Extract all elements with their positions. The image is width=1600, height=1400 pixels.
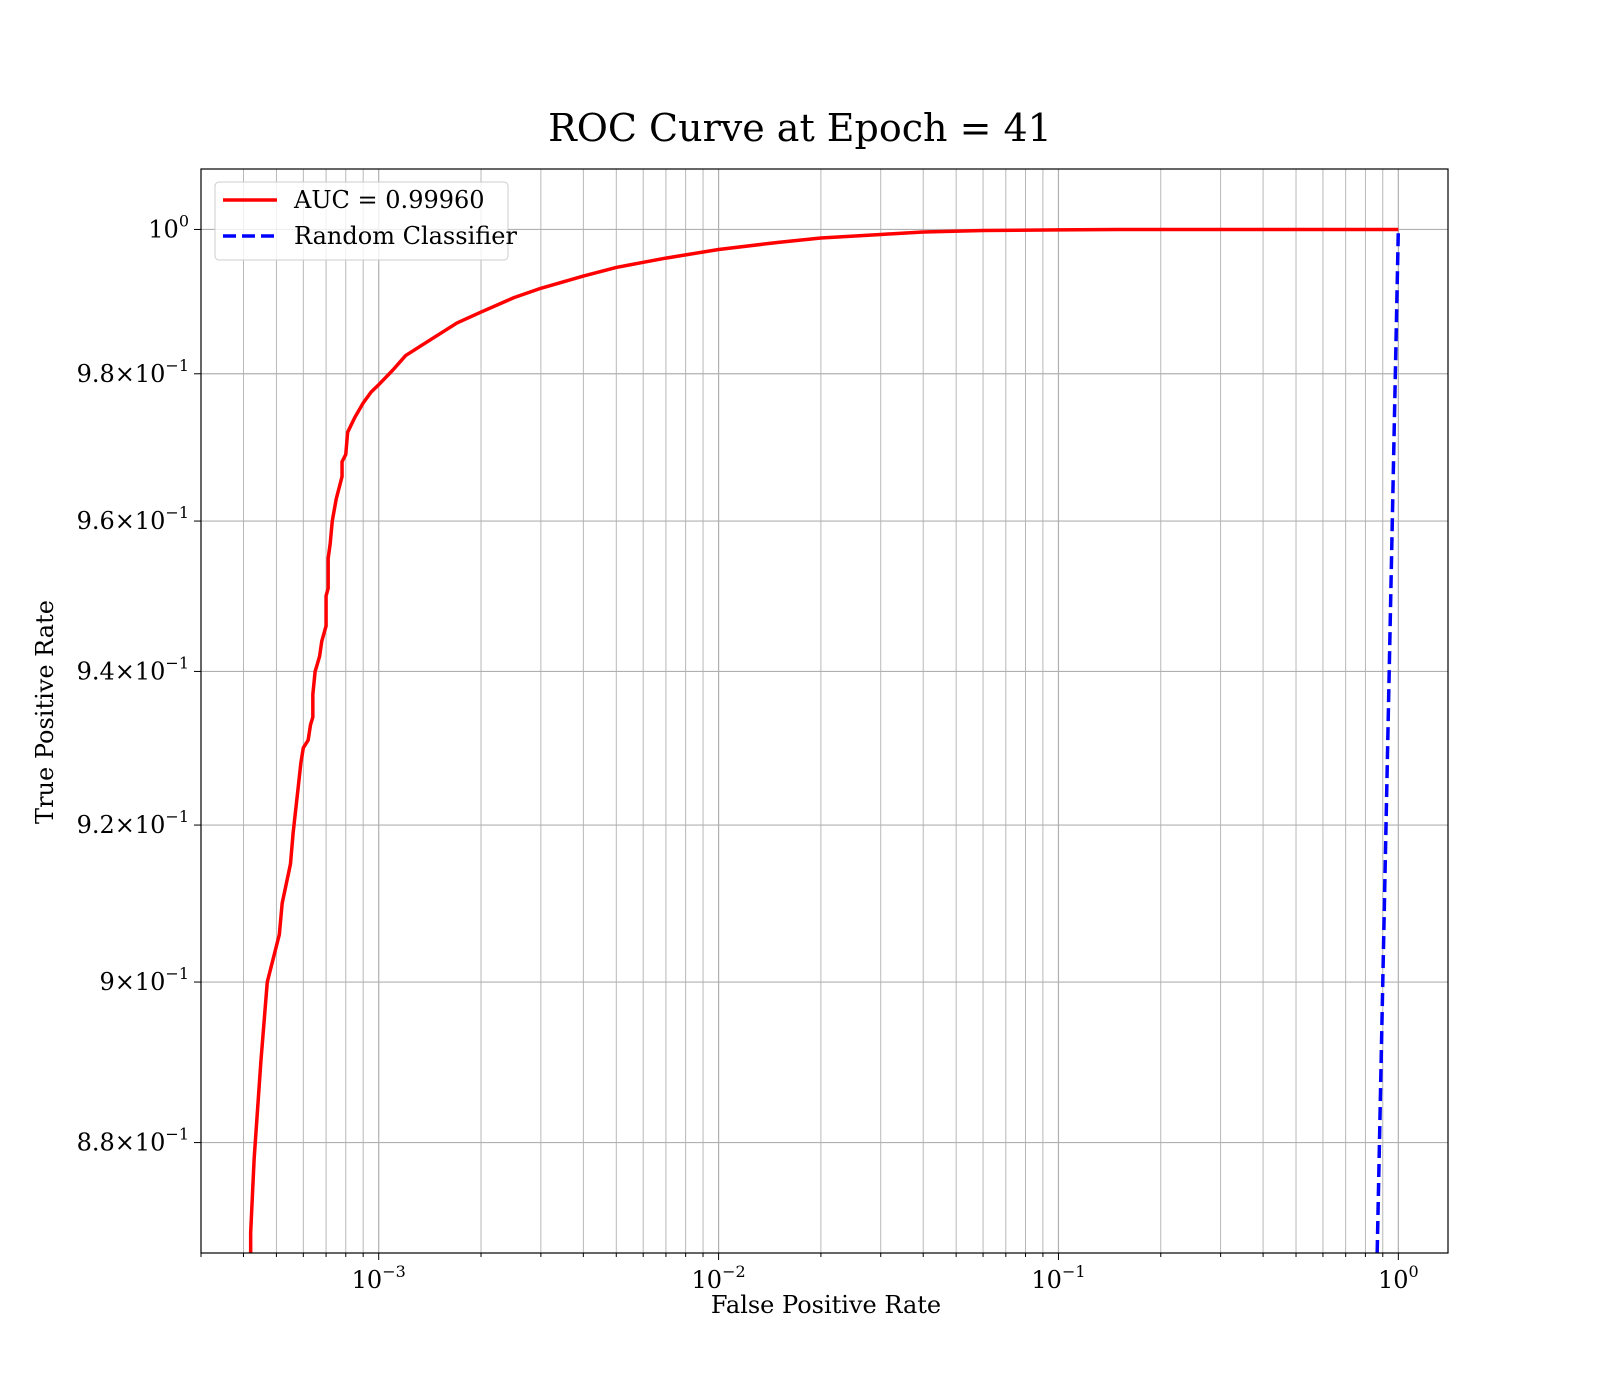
axis-ticks: 10−3 10−2 10−1 100 100 9.8×10−1 9.6×10−1 9.4×10… xyxy=(77,211,1419,1294)
y-tick-label: 9.4×10−1 xyxy=(77,653,189,685)
plot-frame xyxy=(200,168,1449,1254)
x-tick-label: 10−3 xyxy=(352,1262,406,1294)
grid-lines xyxy=(200,169,1448,1253)
y-axis-label: True Positive Rate xyxy=(31,600,59,824)
roc-curve-line xyxy=(248,227,1399,1253)
legend-label-auc: AUC = 0.99960 xyxy=(293,186,485,214)
y-tick-label: 100 xyxy=(148,211,189,243)
x-tick-label: 10−1 xyxy=(1031,1262,1085,1294)
legend: AUC = 0.99960 Random Classifier xyxy=(214,181,517,261)
y-tick-label: 9.6×10−1 xyxy=(77,503,189,535)
y-tick-label: 9×10−1 xyxy=(99,964,189,996)
y-tick-label: 9.2×10−1 xyxy=(77,807,189,839)
chart-title: ROC Curve at Epoch = 41 xyxy=(548,106,1052,150)
random-classifier-line xyxy=(1375,229,1401,1253)
legend-frame xyxy=(214,181,509,261)
y-tick-label: 9.8×10−1 xyxy=(77,356,189,388)
y-tick-label: 8.8×10−1 xyxy=(77,1125,189,1157)
x-tick-label: 10−2 xyxy=(692,1262,746,1294)
x-tick-label: 100 xyxy=(1378,1262,1419,1294)
legend-label-random-classifier: Random Classifier xyxy=(294,222,517,250)
series-layer xyxy=(248,227,1401,1253)
x-axis-label: False Positive Rate xyxy=(711,1291,941,1319)
